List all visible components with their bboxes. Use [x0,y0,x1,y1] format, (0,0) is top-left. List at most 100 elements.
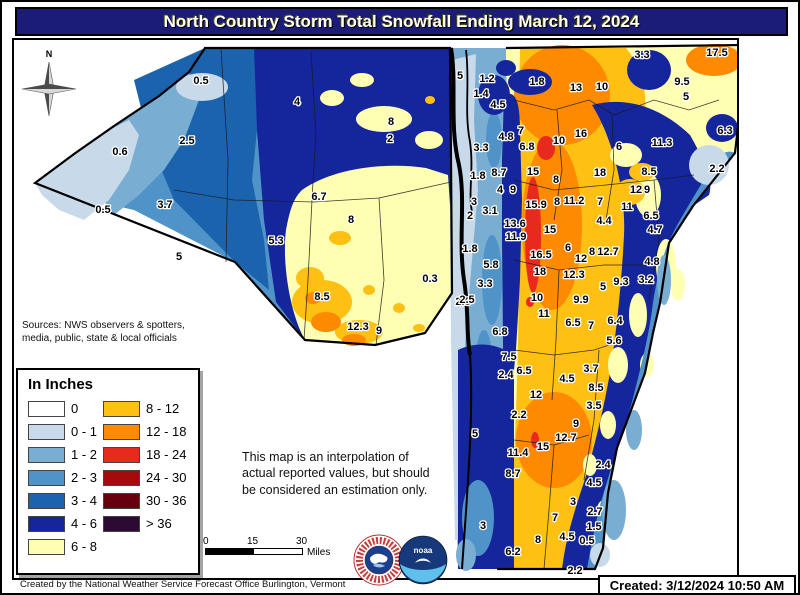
snowfall-value-label: 1.4 [473,88,489,100]
state-borders [32,43,737,571]
legend-swatch [103,446,141,463]
snowfall-value-label: 2.2 [709,163,724,175]
snowfall-value-label: 8 [554,196,560,208]
legend-swatch [28,538,65,555]
snowfall-value-label: 10 [553,135,565,147]
snowfall-value-label: 11.3 [652,137,673,149]
snowfall-value-label: 7.5 [501,351,516,363]
vt-snow-bands [456,44,737,571]
snowfall-value-label: 2.4 [595,459,611,471]
scale-unit-label: Miles [307,547,331,558]
snowfall-value-label: 15.9 [525,199,546,211]
legend-item: 3 - 4 [28,491,97,510]
snowfall-value-label: 9 [376,325,382,337]
snowfall-map: N 0.5 4 0.6 2.5 0.5 3.7 5 5.3 8 2 6.7 8 8.5 12.3 9 0.3 2… [21,43,737,578]
snowfall-value-label: 13.6 [504,218,525,230]
snowfall-value-label: 0.6 [112,146,127,158]
snowfall-value-label: 8 [388,116,394,128]
noaa-logo-text: noaa [414,546,433,555]
snowfall-value-label: 11.9 [506,231,527,243]
snowfall-value-label: 0.5 [95,204,110,216]
compass-north-label: N [46,49,53,59]
legend-label: 12 - 18 [146,424,187,439]
snowfall-value-label: 5.6 [606,335,621,347]
snowfall-value-label: 5 [457,70,463,82]
legend-title: In Inches [28,376,94,393]
county-borders [173,48,720,570]
snowfall-value-label: 10 [596,81,608,93]
scale-bar: 0 15 30 Miles [203,536,353,562]
legend-label: 3 - 4 [71,493,98,508]
noaa-logo-icon: noaa [398,535,448,585]
snowfall-value-label: 6 [616,141,622,153]
snowfall-value-label: 18 [534,266,546,278]
snowfall-value-label: 2.4 [498,369,514,381]
snowfall-value-label: 2.5 [179,135,194,147]
snowfall-value-label: 3.5 [586,400,601,412]
snowfall-value-label: 5 [472,428,478,440]
snowfall-value-label: 2.7 [587,506,602,518]
legend-item: 12 - 18 [103,422,187,441]
legend-label: 0 - 1 [71,424,98,439]
snowfall-value-label: 6.4 [607,315,623,327]
snowfall-value-label: 4.5 [490,99,505,111]
snowfall-value-label: 8.5 [641,166,656,178]
snowfall-value-label: 6.5 [643,210,658,222]
created-stamp-text: Created: 3/12/2024 10:50 AM [609,577,785,593]
snowfall-value-label: 8.7 [491,167,506,179]
snowfall-value-label: 3 [570,496,576,508]
snowfall-value-label: 16.5 [530,249,551,261]
snowfall-value-label: 3.3 [473,142,488,154]
snowfall-value-label: 4.5 [586,477,601,489]
snowfall-value-label: 5.3 [268,235,283,247]
snowfall-value-label: 4.8 [498,131,513,143]
snowfall-value-label: 9 [644,184,650,196]
legend-item: 18 - 24 [103,445,187,464]
snowfall-value-label: 3.7 [157,199,172,211]
snowfall-value-label: 6.3 [717,125,732,137]
snowfall-value-label: 9.3 [613,276,628,288]
snowfall-value-label: 1.8 [470,170,485,182]
legend-label: 24 - 30 [146,470,187,485]
ny-snow-bands [35,48,452,346]
legend-label: 4 - 6 [71,516,98,531]
scale-bar-rule [205,548,303,555]
snowfall-value-label: 12 [530,389,542,401]
snowfall-value-label: 15 [537,441,549,453]
snowfall-value-label: 9.5 [674,76,689,88]
legend-label: 1 - 2 [71,447,98,462]
legend-item: 4 - 6 [28,514,97,533]
legend-label: 8 - 12 [146,401,180,416]
legend-swatch [28,423,65,440]
legend-item: 30 - 36 [103,491,187,510]
snowfall-value-label: 7 [552,512,558,524]
scale-tick-0: 0 [203,536,209,547]
snowfall-value-label: 5.8 [483,259,498,271]
legend-swatch [28,446,65,463]
snowfall-value-label: 2.2 [567,565,582,577]
legend-label: 0 [71,401,79,416]
snowfall-value-label: 17.5 [706,47,727,59]
snowfall-value-label: 12.3 [347,321,368,333]
legend-swatch [103,515,141,532]
snowfall-value-label: 15 [527,166,539,178]
snowfall-value-label: 2.2 [511,409,526,421]
snowfall-value-label: 11.4 [508,447,530,459]
snowfall-value-label: 3.2 [638,274,653,286]
snowfall-value-labels: 0.5 4 0.6 2.5 0.5 3.7 5 5.3 8 2 6.7 8 8.5 12.3 9 0.3 2.5… [94,46,734,578]
legend-box: In Inches 0 0 - 1 1 - 2 2 - 3 3 - 4 4 - 6 6 - … [16,368,200,575]
disclaimer-text: This map is an interpolation of actual r… [242,450,430,497]
legend-label: 6 - 8 [71,539,98,554]
legend-label: 30 - 36 [146,493,187,508]
lake-champlain-shoreline [449,47,472,356]
snowfall-value-label: 4.4 [596,215,612,227]
legend-item: 24 - 30 [103,468,187,487]
snowfall-value-label: 0.5 [579,535,594,547]
snowfall-value-label: 5 [683,91,689,103]
legend-item: 2 - 3 [28,468,97,487]
legend-item: 0 [28,399,97,418]
snowfall-value-label: 12.7 [597,246,618,258]
snowfall-value-label: 8 [348,214,354,226]
legend-swatch [28,515,65,532]
